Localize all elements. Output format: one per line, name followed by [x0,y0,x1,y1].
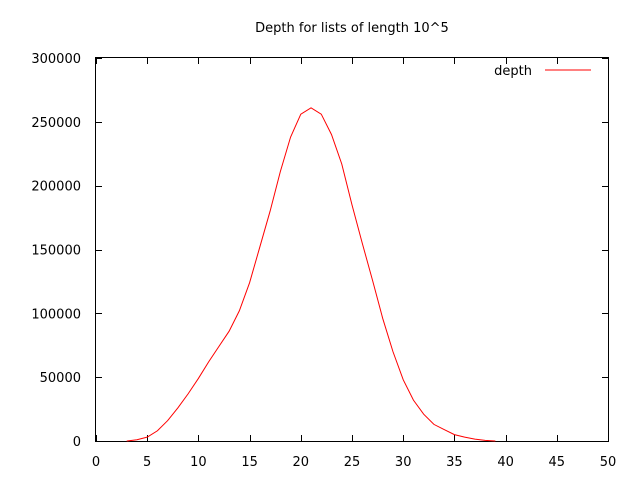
chart-title: Depth for lists of length 10^5 [255,21,449,36]
legend: depth [494,64,591,79]
x-tick-label: 40 [497,455,514,470]
series-layer [126,107,496,442]
legend-label-depth: depth [494,64,532,79]
y-axis-tick-labels: 0 50000 100000 150000 200000 250000 300000 [31,52,81,450]
axis-ticks [96,58,609,442]
x-tick-label: 25 [344,455,361,470]
y-tick-label: 50000 [40,371,81,386]
y-tick-label: 150000 [31,244,81,259]
y-tick-label: 300000 [31,52,81,67]
x-axis-tick-labels: 0 5 10 15 20 25 30 35 40 45 50 [92,455,616,470]
series-line-depth [126,107,496,442]
x-tick-label: 35 [446,455,463,470]
x-tick-label: 50 [600,455,617,470]
plot-area-frame [95,57,609,442]
x-tick-label: 20 [293,455,310,470]
y-tick-label: 200000 [31,180,81,195]
x-tick-label: 10 [190,455,207,470]
y-tick-label: 250000 [31,116,81,131]
x-tick-label: 45 [549,455,566,470]
x-tick-label: 0 [92,455,100,470]
x-tick-label: 5 [143,455,151,470]
x-tick-label: 30 [395,455,412,470]
y-tick-label: 0 [73,435,81,450]
x-tick-label: 15 [241,455,258,470]
y-tick-label: 100000 [31,307,81,322]
